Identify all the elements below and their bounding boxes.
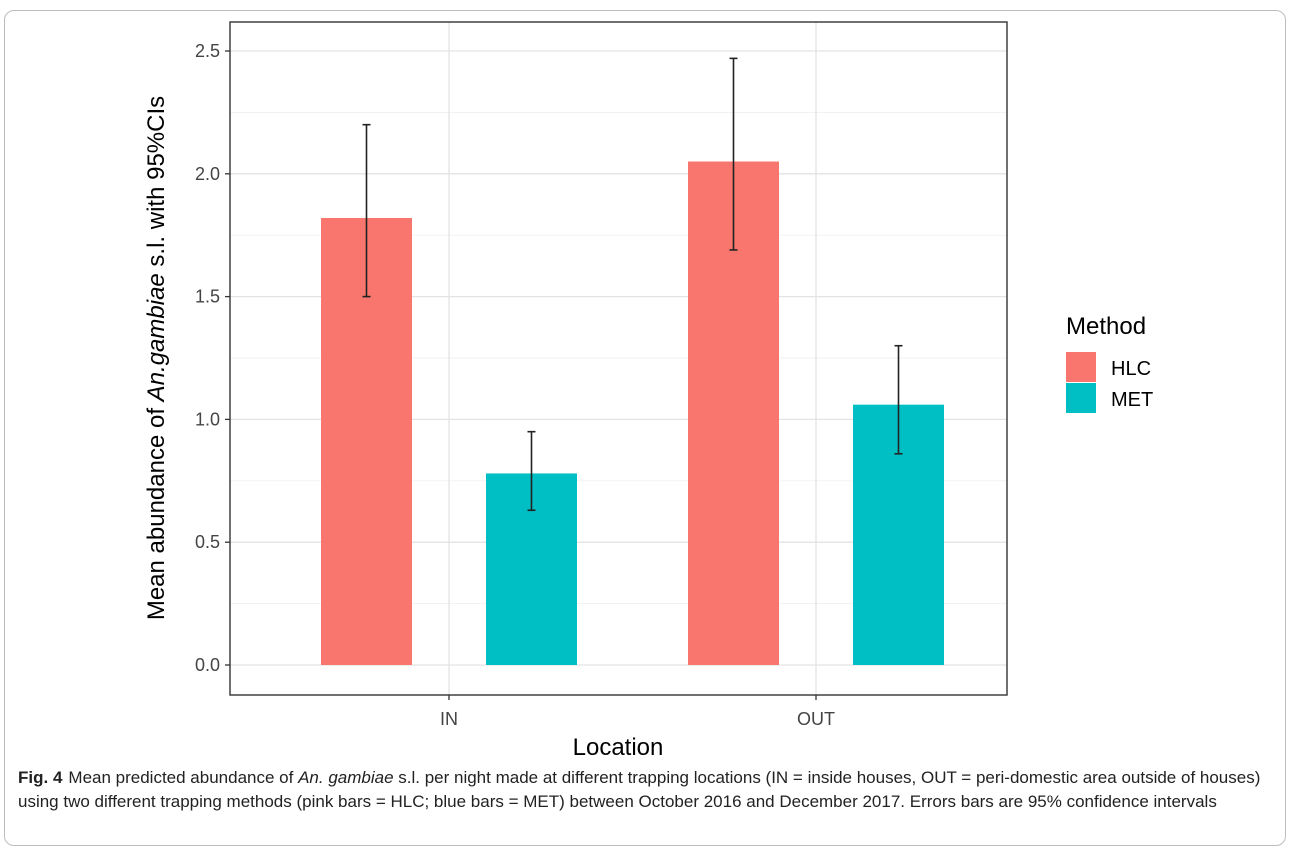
- caption-species: An. gambiae: [298, 768, 394, 787]
- x-tick-label: OUT: [797, 709, 835, 729]
- y-tick-label: 1.5: [195, 287, 220, 307]
- legend-key-hlc: [1066, 352, 1096, 382]
- x-tick-label: IN: [440, 709, 458, 729]
- figure-caption: Fig. 4 Mean predicted abundance of An. ga…: [18, 766, 1268, 814]
- x-axis-ticks: IN OUT: [440, 695, 835, 729]
- y-tick-label: 2.0: [195, 164, 220, 184]
- legend-key-met: [1066, 383, 1096, 413]
- caption-text-2: s.l. per night made at different trappin…: [18, 768, 1261, 811]
- bars: [321, 161, 944, 665]
- error-bar-met-out: [894, 344, 903, 455]
- figure-label: Fig. 4: [18, 768, 63, 787]
- plot-panel-border: [229, 21, 1008, 696]
- legend-label-hlc: HLC: [1111, 358, 1151, 380]
- error-bars: [362, 57, 903, 512]
- y-tick-label: 0.5: [195, 532, 220, 552]
- y-axis-title: Mean abundance of An.gambiae s.l. with 9…: [143, 96, 170, 620]
- error-bar-hlc-out: [729, 57, 738, 251]
- legend-title: Method: [1066, 313, 1146, 340]
- y-tick-label: 0.0: [195, 655, 220, 675]
- bar-chart: 0.0 0.5 1.0 1.5 2.0 2.5 IN OUT Location Mean a…: [143, 21, 1153, 760]
- caption-text-1: Mean predicted abundance of: [68, 768, 299, 787]
- legend: Method HLC MET: [1066, 313, 1153, 413]
- y-tick-label: 1.0: [195, 409, 220, 429]
- legend-label-met: MET: [1111, 389, 1153, 411]
- error-bar-hlc-in: [362, 123, 371, 298]
- x-axis-title: Location: [573, 734, 664, 760]
- y-tick-label: 2.5: [195, 41, 220, 61]
- y-axis-ticks: 0.0 0.5 1.0 1.5 2.0 2.5: [195, 41, 230, 675]
- error-bar-met-in: [527, 430, 536, 512]
- figure-frame: [4, 10, 1286, 846]
